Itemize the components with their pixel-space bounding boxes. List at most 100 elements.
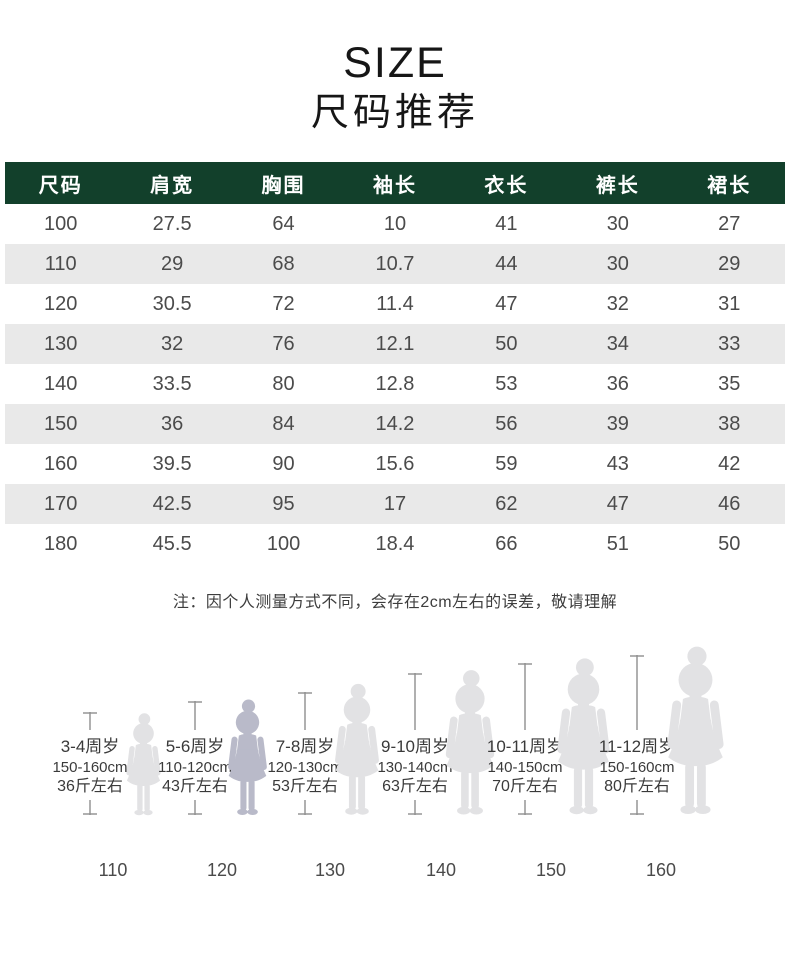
- column-header: 裤长: [595, 174, 640, 197]
- bottom-sizes-row: 110 120 130 140 150 160: [0, 860, 790, 886]
- girl-silhouette-icon: [335, 683, 379, 815]
- table-cell: 39.5: [152, 452, 192, 475]
- size-table-header-row: 尺码 肩宽 胸围 袖长 衣长 裤长 裙长: [5, 162, 785, 204]
- table-row: 180 45.5 100 18.4 66 51 50: [5, 524, 785, 564]
- table-cell: 43: [606, 452, 629, 475]
- height-line-top-icon: [188, 701, 202, 730]
- column-header: 裙长: [707, 174, 752, 197]
- height-line-top-icon: [630, 655, 644, 730]
- table-cell: 72: [272, 292, 295, 315]
- age-group: 3-4周岁 150-160cm 36斤左右: [35, 712, 145, 815]
- age-label: 11-12周岁: [598, 737, 676, 756]
- table-cell: 18.4: [375, 532, 415, 555]
- child-figure-silhouette: [114, 711, 173, 817]
- age-group: 9-10周岁 130-140cm 63斤左右: [360, 673, 470, 815]
- table-row: 130 32 76 12.1 50 34 33: [5, 324, 785, 364]
- table-cell: 130: [44, 332, 78, 355]
- table-row: 160 39.5 90 15.6 59 43 42: [5, 444, 785, 484]
- table-cell: 10: [383, 212, 407, 235]
- table-cell: 41: [495, 212, 518, 235]
- table-cell: 68: [272, 252, 295, 275]
- child-figure-silhouette: [647, 643, 744, 817]
- table-cell: 100: [266, 532, 301, 555]
- table-cell: 44: [495, 252, 518, 275]
- age-label: 3-4周岁: [60, 737, 120, 756]
- column-header: 尺码: [38, 174, 83, 197]
- table-cell: 46: [718, 492, 741, 515]
- table-row: 140 33.5 80 12.8 53 36 35: [5, 364, 785, 404]
- table-cell: 29: [718, 252, 741, 275]
- column-header: 胸围: [261, 174, 306, 197]
- age-group: 5-6周岁 110-120cm 43斤左右: [140, 701, 250, 815]
- height-line-bottom-icon: [408, 800, 422, 815]
- table-cell: 38: [718, 412, 741, 435]
- table-cell: 76: [272, 332, 295, 355]
- table-cell: 84: [272, 412, 295, 435]
- table-cell: 36: [606, 372, 629, 395]
- table-row: 150 36 84 14.2 56 39 38: [5, 404, 785, 444]
- table-cell: 120: [44, 292, 78, 315]
- height-line-bottom-icon: [83, 800, 97, 815]
- table-cell: 42: [718, 452, 741, 475]
- girl-silhouette-icon: [227, 699, 267, 815]
- child-figure-silhouette: [538, 655, 629, 817]
- weight-label: 43斤左右: [162, 778, 228, 795]
- table-cell: 51: [606, 532, 629, 555]
- table-cell: 62: [495, 492, 518, 515]
- page-title-zh: 尺码推荐: [310, 92, 479, 134]
- table-row: 170 42.5 95 17 62 47 46: [5, 484, 785, 524]
- girl-silhouette-icon: [556, 658, 610, 815]
- table-cell: 64: [272, 212, 295, 235]
- table-cell: 80: [272, 372, 295, 395]
- table-cell: 50: [718, 532, 741, 555]
- table-cell: 47: [606, 492, 629, 515]
- age-group: 11-12周岁 150-160cm 80斤左右: [582, 655, 692, 815]
- table-cell: 42.5: [152, 492, 192, 515]
- table-cell: 17: [383, 492, 407, 515]
- table-cell: 95: [272, 492, 295, 515]
- title-block: SIZE 尺码推荐: [0, 0, 790, 136]
- height-line-bottom-icon: [298, 800, 312, 815]
- table-cell: 35: [718, 372, 741, 395]
- height-line-bottom-icon: [188, 800, 202, 815]
- table-cell: 34: [606, 332, 629, 355]
- child-figure-silhouette: [319, 681, 395, 817]
- table-cell: 11.4: [376, 292, 414, 315]
- height-line-top-icon: [518, 663, 532, 730]
- weight-label: 36斤左右: [57, 778, 123, 795]
- table-row: 120 30.5 72 11.4 47 32 31: [5, 284, 785, 324]
- bottom-size-label: 110: [98, 860, 128, 880]
- table-cell: 33.5: [152, 372, 192, 395]
- table-cell: 180: [44, 532, 78, 555]
- height-line-top-icon: [298, 692, 312, 730]
- age-label: 7-8周岁: [275, 737, 335, 756]
- table-cell: 140: [44, 372, 78, 395]
- measurement-note: 注：因个人测量方式不同，会存在2cm左右的误差，敬请理解: [172, 594, 618, 611]
- column-header: 袖长: [372, 174, 417, 197]
- girl-silhouette-icon: [445, 670, 495, 815]
- table-cell: 32: [161, 332, 184, 355]
- child-figure-silhouette: [428, 667, 512, 817]
- table-cell: 110: [44, 252, 77, 275]
- table-cell: 30.5: [152, 292, 192, 315]
- table-cell: 12.8: [375, 372, 415, 395]
- height-range-label: 110-120cm: [158, 759, 232, 776]
- table-cell: 32: [606, 292, 629, 315]
- age-group: 7-8周岁 120-130cm 53斤左右: [250, 692, 360, 815]
- bottom-size-label: 160: [645, 860, 677, 880]
- age-group: 10-11周岁 140-150cm 70斤左右: [470, 663, 580, 815]
- size-table-body: 100 27.5 64 10 41 30 27 110 29 68 10.7 44 30 29 120 30.…: [5, 204, 785, 564]
- table-cell: 14.2: [375, 412, 415, 435]
- size-table: 尺码 肩宽 胸围 袖长 衣长 裤长 裙长 100 27.5 64 10 41 30 27 110 29 68 1…: [5, 162, 785, 564]
- column-header: 衣长: [484, 174, 529, 197]
- bottom-size-label: 130: [314, 860, 346, 880]
- table-cell: 100: [44, 212, 78, 235]
- height-range-label: 150-160cm: [599, 759, 675, 776]
- table-cell: 53: [495, 372, 518, 395]
- table-row: 100 27.5 64 10 41 30 27: [5, 204, 785, 244]
- height-line-top-icon: [408, 673, 422, 730]
- girl-silhouette-icon: [125, 713, 161, 816]
- table-cell: 59: [495, 452, 518, 475]
- height-range-label: 120-130cm: [267, 759, 343, 776]
- table-row: 110 29 68 10.7 44 30 29: [5, 244, 785, 284]
